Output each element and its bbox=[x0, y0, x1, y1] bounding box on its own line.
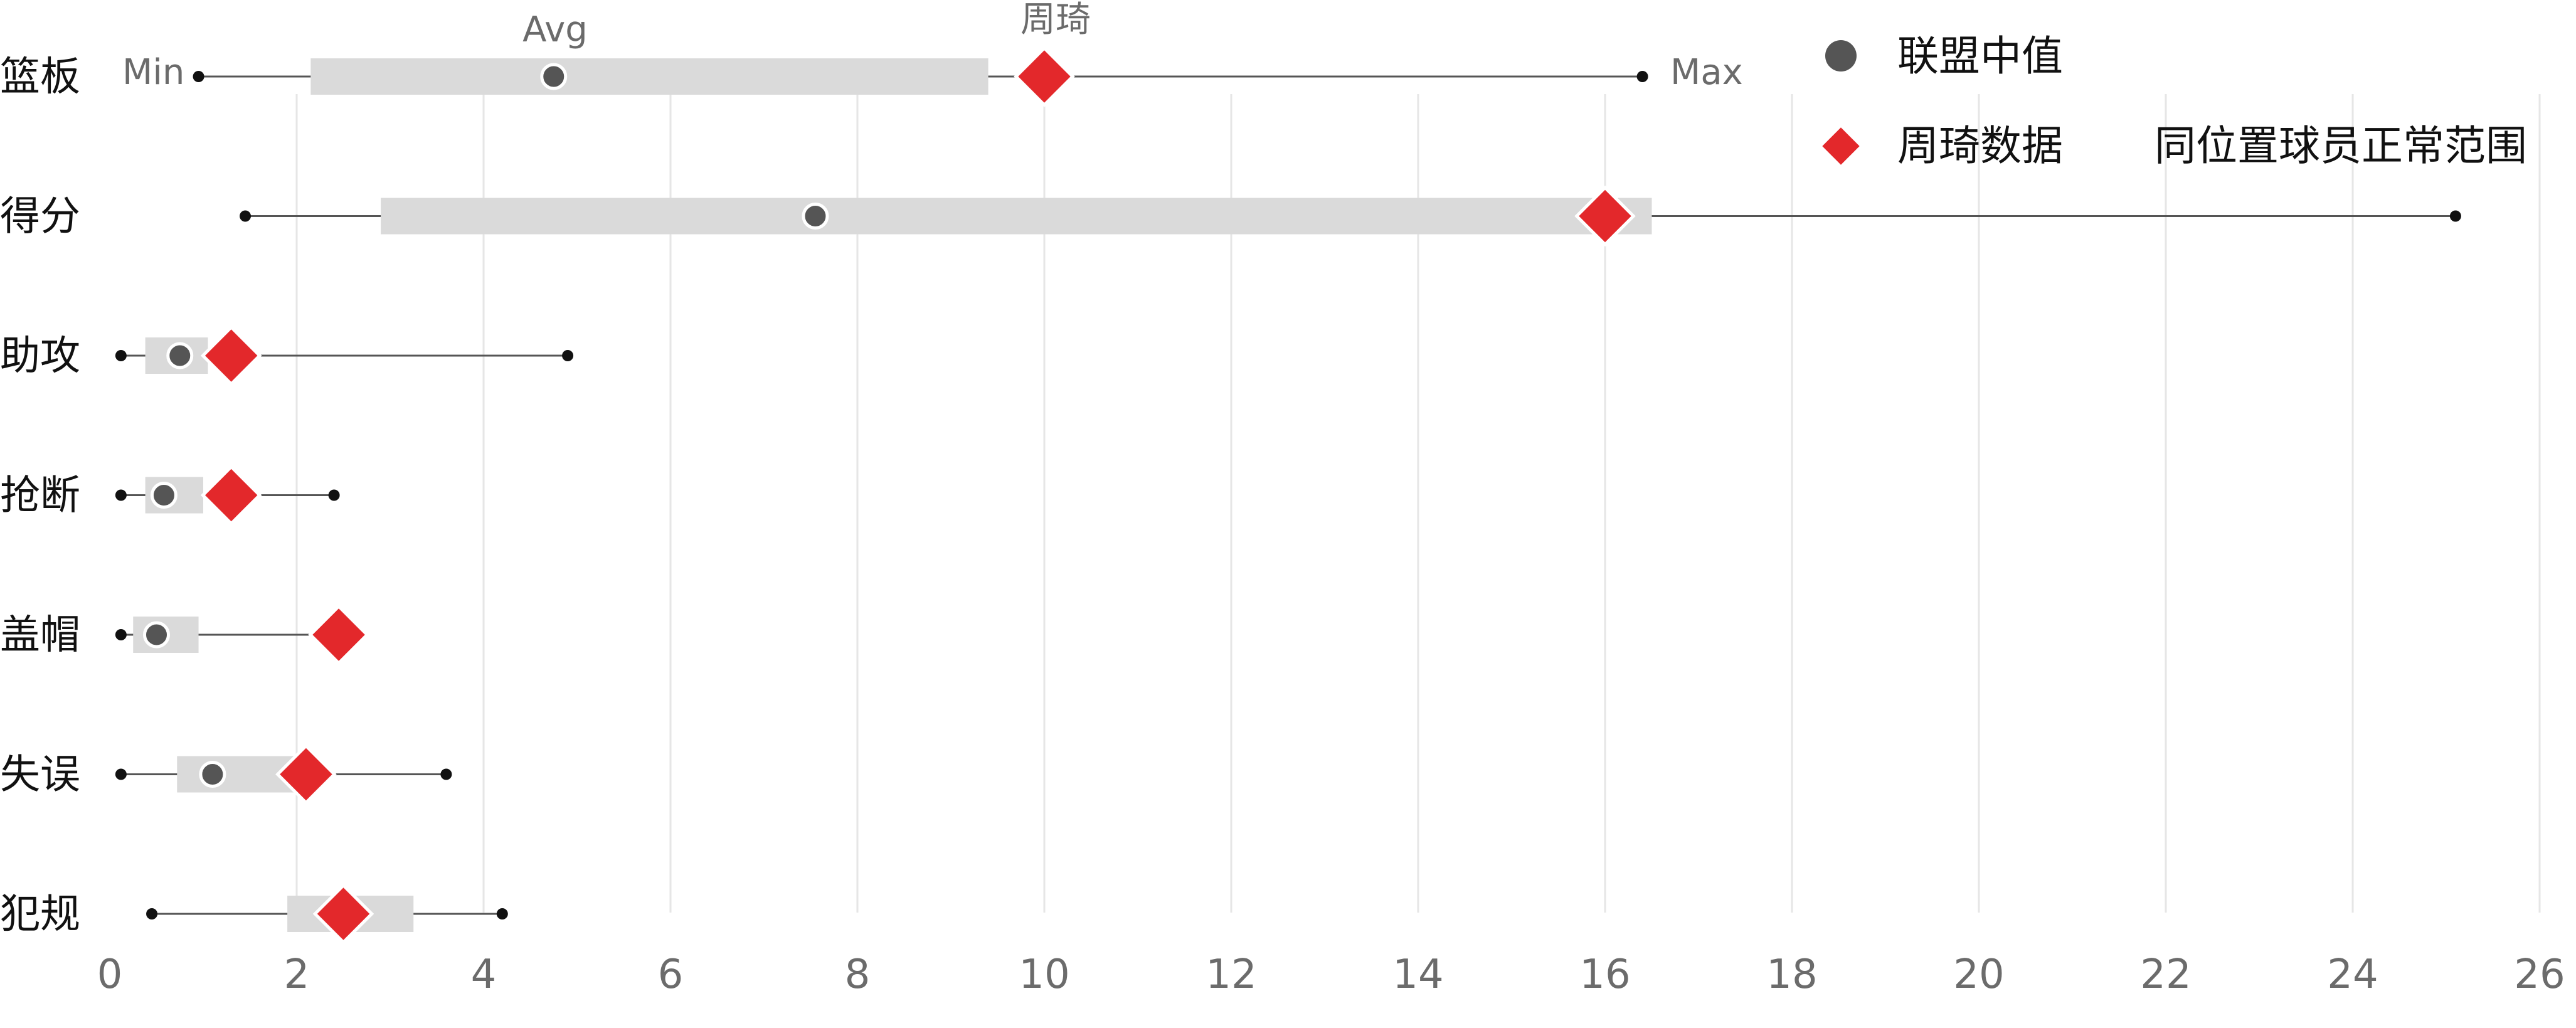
row-4-min-point bbox=[115, 629, 127, 640]
legend-player-marker bbox=[1822, 127, 1860, 165]
row-0-median-point bbox=[540, 63, 568, 90]
row-6-player-marker bbox=[312, 883, 374, 945]
legend-median-marker bbox=[1825, 40, 1857, 72]
legend-range-label: 同位置球员正常范围 bbox=[2155, 122, 2527, 170]
x-tick-label-10: 10 bbox=[1019, 951, 1069, 998]
row-0-min-point bbox=[193, 71, 204, 82]
row-5-max-point bbox=[440, 768, 452, 780]
x-tick-label-20: 20 bbox=[1953, 951, 2004, 998]
row-5-min-point bbox=[115, 768, 127, 780]
x-tick-label-2: 2 bbox=[284, 951, 310, 998]
row-2-min-point bbox=[115, 350, 127, 361]
category-label-2: 助攻 bbox=[0, 333, 80, 379]
max-annotation: Max bbox=[1670, 52, 1743, 93]
row-3-max-point bbox=[328, 489, 340, 501]
x-tick-label-18: 18 bbox=[1766, 951, 1817, 998]
row-5-median-point bbox=[199, 761, 226, 788]
legend: 联盟中值 周琦数据 同位置球员正常范围 bbox=[1822, 32, 2527, 170]
x-tick-label-4: 4 bbox=[471, 951, 497, 998]
row-6-max-point bbox=[496, 908, 508, 919]
x-tick-label-0: 0 bbox=[97, 951, 123, 998]
min-annotation: Min bbox=[122, 52, 184, 93]
category-label-0: 篮板 bbox=[0, 54, 80, 100]
row-1-max-point bbox=[2449, 210, 2461, 222]
row-4-player-marker bbox=[308, 604, 369, 665]
row-1-min-point bbox=[240, 210, 252, 222]
legend-player-label: 周琦数据 bbox=[1897, 122, 2063, 170]
row-1-player-marker bbox=[1574, 185, 1636, 247]
x-axis: 0 2 4 6 8 10 12 14 16 18 20 22 24 26 bbox=[97, 951, 2565, 998]
avg-annotation: Avg bbox=[522, 9, 588, 50]
x-tick-label-12: 12 bbox=[1206, 951, 1256, 998]
x-tick-label-8: 8 bbox=[845, 951, 871, 998]
row-4-median-point bbox=[143, 621, 170, 649]
category-label-3: 抢断 bbox=[0, 473, 80, 519]
row-0-max-point bbox=[1636, 71, 1648, 82]
x-tick-label-24: 24 bbox=[2327, 951, 2378, 998]
category-label-1: 得分 bbox=[0, 194, 80, 240]
row-5-player-marker bbox=[275, 743, 337, 805]
row-0-player-marker bbox=[1014, 46, 1075, 107]
x-tick-label-14: 14 bbox=[1392, 951, 1443, 998]
x-tick-label-16: 16 bbox=[1579, 951, 1630, 998]
row-1-range-box bbox=[381, 198, 1652, 235]
row-2-max-point bbox=[562, 350, 574, 361]
category-label-4: 盖帽 bbox=[0, 612, 80, 659]
row-0-range-box bbox=[310, 58, 989, 95]
annotation-layer: Min Max Avg 周琦 bbox=[122, 0, 1743, 93]
legend-median-label: 联盟中值 bbox=[1897, 32, 2063, 80]
category-label-6: 犯规 bbox=[0, 891, 80, 938]
player-annotation: 周琦 bbox=[1020, 0, 1091, 40]
row-3-min-point bbox=[115, 489, 127, 501]
row-2-player-marker bbox=[200, 325, 262, 386]
row-6-min-point bbox=[146, 908, 158, 919]
row-1-median-point bbox=[802, 203, 829, 230]
x-tick-label-22: 22 bbox=[2140, 951, 2191, 998]
x-tick-label-26: 26 bbox=[2514, 951, 2565, 998]
x-tick-label-6: 6 bbox=[658, 951, 684, 998]
range-layer bbox=[115, 46, 2461, 945]
row-3-median-point bbox=[150, 482, 178, 509]
row-2-median-point bbox=[166, 342, 194, 369]
row-3-player-marker bbox=[200, 464, 262, 526]
category-label-5: 失误 bbox=[0, 752, 80, 798]
